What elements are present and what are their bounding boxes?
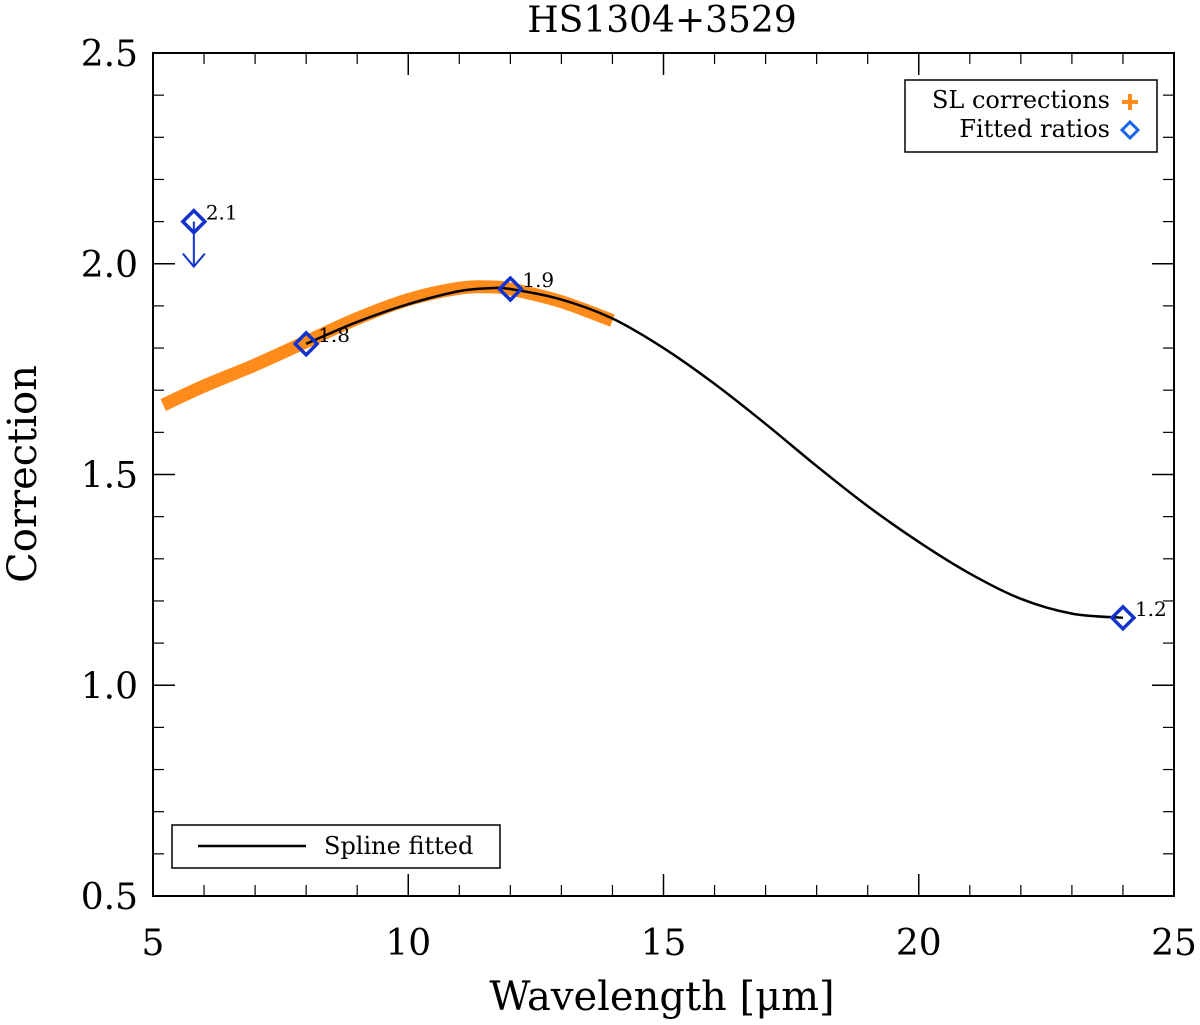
y-axis-title: Correction — [0, 365, 46, 583]
x-tick-label: 10 — [385, 923, 431, 964]
x-tick-label: 5 — [142, 923, 165, 964]
axis-tick-labels: 5 10 15 20 25 0.5 1.0 1.5 2.0 2.5 — [81, 34, 1197, 964]
fitted-ratio-label: 2.1 — [206, 201, 238, 225]
fitted-ratio-point — [292, 330, 320, 358]
fitted-ratio-points: 2.1 1.8 1.9 1.2 — [180, 201, 1167, 632]
x-tick-label: 20 — [896, 923, 942, 964]
legend-box-top-right — [904, 79, 1158, 153]
diamond-icon — [1119, 119, 1141, 141]
spline-line-layer — [305, 286, 1124, 620]
sl-corrections-band — [160, 280, 615, 411]
legend-label-spline-fitted: Spline fitted — [324, 832, 473, 860]
fitted-ratio-point — [496, 275, 524, 303]
x-axis-title: Wavelength [μm] — [489, 974, 834, 1020]
plot-frame — [152, 52, 1175, 897]
y-tick-label: 1.5 — [81, 456, 138, 497]
y-tick-label: 1.0 — [81, 666, 138, 707]
down-arrow-icon — [182, 221, 206, 269]
x-tick-label: 15 — [641, 923, 687, 964]
legend-label-sl-corrections: SL corrections — [932, 86, 1110, 114]
legend-bottom-left: Spline fitted — [171, 824, 501, 869]
spline-fitted-line — [305, 286, 1124, 620]
plus-icon — [1122, 94, 1138, 110]
y-tick-label: 0.5 — [81, 877, 138, 918]
axis-ticks — [152, 52, 1175, 897]
y-tick-label: 2.5 — [81, 34, 138, 75]
fitted-ratio-point — [1109, 604, 1137, 632]
upper-limit-arrow-head — [182, 252, 206, 269]
legend-label-fitted-ratios: Fitted ratios — [959, 115, 1110, 143]
fitted-ratio-label: 1.9 — [522, 268, 554, 292]
legend-top-right: SL corrections Fitted ratios — [904, 79, 1158, 153]
y-tick-label: 2.0 — [81, 245, 138, 286]
fitted-ratio-label: 1.2 — [1135, 597, 1167, 621]
x-tick-label: 25 — [1151, 923, 1197, 964]
sl-corrections-series — [160, 280, 615, 411]
fitted-ratio-label: 1.8 — [318, 323, 350, 347]
chart-title: HS1304+3529 — [527, 0, 796, 41]
